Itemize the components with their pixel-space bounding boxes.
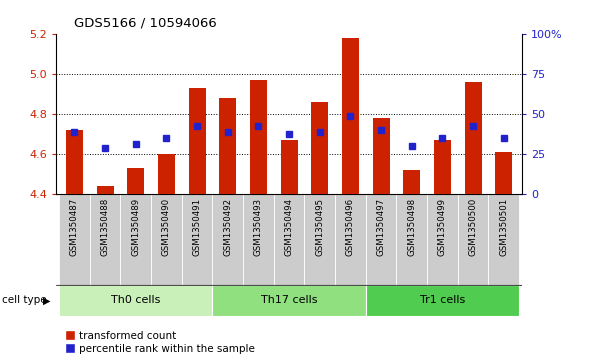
Text: GSM1350489: GSM1350489: [132, 198, 140, 256]
Bar: [250, 81, 267, 194]
Bar: [151, 194, 182, 285]
Bar: [366, 285, 519, 316]
Bar: [427, 194, 458, 285]
Bar: [489, 194, 519, 285]
Bar: [404, 170, 420, 194]
Bar: [465, 82, 481, 194]
Bar: [373, 118, 389, 194]
Bar: [97, 186, 113, 194]
Legend: transformed count, percentile rank within the sample: transformed count, percentile rank withi…: [61, 327, 259, 358]
Bar: [274, 194, 304, 285]
Bar: [66, 130, 83, 194]
Bar: [335, 194, 366, 285]
Text: GSM1350497: GSM1350497: [376, 198, 386, 256]
Text: GSM1350490: GSM1350490: [162, 198, 171, 256]
Bar: [59, 285, 212, 316]
Text: GSM1350499: GSM1350499: [438, 198, 447, 256]
Bar: [281, 140, 297, 194]
Text: cell type: cell type: [2, 295, 47, 305]
Text: Th0 cells: Th0 cells: [111, 295, 160, 305]
Bar: [312, 102, 328, 194]
Bar: [182, 194, 212, 285]
Text: GSM1350501: GSM1350501: [499, 198, 508, 256]
Text: GSM1350488: GSM1350488: [101, 198, 110, 256]
Bar: [458, 194, 489, 285]
Text: GSM1350500: GSM1350500: [468, 198, 477, 256]
Text: GSM1350493: GSM1350493: [254, 198, 263, 256]
Text: ▶: ▶: [43, 295, 51, 305]
Bar: [304, 194, 335, 285]
Text: Tr1 cells: Tr1 cells: [420, 295, 465, 305]
Text: GDS5166 / 10594066: GDS5166 / 10594066: [74, 16, 217, 29]
Bar: [243, 194, 274, 285]
Text: Th17 cells: Th17 cells: [261, 295, 317, 305]
Bar: [59, 194, 90, 285]
Bar: [90, 194, 120, 285]
Bar: [212, 194, 243, 285]
Text: GSM1350495: GSM1350495: [315, 198, 324, 256]
Bar: [219, 98, 236, 194]
Bar: [189, 89, 205, 194]
Text: GSM1350494: GSM1350494: [284, 198, 294, 256]
Text: GSM1350492: GSM1350492: [223, 198, 232, 256]
Bar: [127, 168, 144, 194]
Bar: [158, 154, 175, 194]
Bar: [212, 285, 366, 316]
Bar: [396, 194, 427, 285]
Text: GSM1350487: GSM1350487: [70, 198, 79, 256]
Bar: [434, 140, 451, 194]
Text: GSM1350496: GSM1350496: [346, 198, 355, 256]
Bar: [120, 194, 151, 285]
Text: GSM1350498: GSM1350498: [407, 198, 417, 256]
Bar: [342, 38, 359, 194]
Bar: [366, 194, 396, 285]
Bar: [496, 152, 512, 194]
Text: GSM1350491: GSM1350491: [192, 198, 202, 256]
